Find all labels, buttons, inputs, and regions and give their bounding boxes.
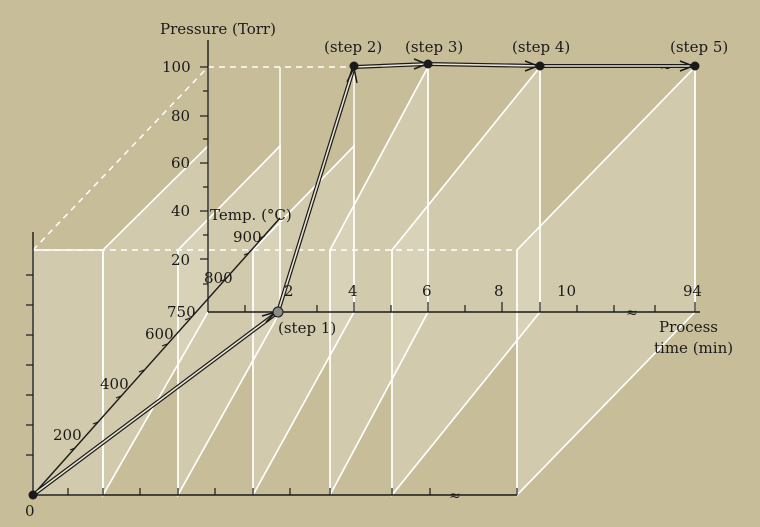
temperature-tick-label: 750 — [167, 303, 196, 321]
step1-label: (step 1) — [278, 319, 336, 337]
step4-point — [535, 61, 545, 71]
pressure-tick-label: 80 — [171, 107, 190, 125]
vertical-edges — [102, 67, 696, 495]
step5-label: (step 5) — [670, 38, 728, 56]
step1-point — [272, 306, 284, 318]
origin-point — [28, 490, 38, 500]
time-tick-label: 94 — [683, 282, 702, 300]
pressure-tick-label: 60 — [171, 154, 190, 172]
temperature-tick-label: 800 — [204, 269, 233, 287]
time-tick-label: 2 — [284, 282, 294, 300]
temperature-axis-label: Temp. (°C) — [210, 206, 292, 224]
pressure-tick-label: 20 — [171, 251, 190, 269]
dashed-edges — [32, 66, 517, 251]
time-tick-label: 6 — [422, 282, 432, 300]
time-axis-label-line1: Process — [659, 318, 718, 336]
temperature-tick-label: 600 — [145, 325, 174, 343]
origin-label: 0 — [25, 502, 35, 520]
pressure-tick-label: 100 — [162, 58, 191, 76]
temperature-tick-label: 900 — [233, 228, 262, 246]
bottom-ticks — [67, 488, 518, 495]
temperature-ticks — [69, 235, 266, 451]
time-axis-break: ≈ — [626, 305, 638, 321]
step2-point — [349, 61, 359, 71]
front-ticks — [26, 274, 33, 456]
time-tick-label: 10 — [557, 282, 576, 300]
step3-point — [423, 59, 433, 69]
step5-point — [690, 61, 700, 71]
time-axis-label-line2: time (min) — [654, 339, 733, 357]
temperature-tick-label: 400 — [100, 375, 129, 393]
time-tick-label: 4 — [348, 282, 358, 300]
step3-label: (step 3) — [405, 38, 463, 56]
time-tick-label: 8 — [494, 282, 504, 300]
temperature-tick-label: 200 — [53, 426, 82, 444]
bottom-axis-break: ≈ — [449, 488, 461, 504]
plane-6 — [516, 65, 696, 497]
pressure-tick-label: 40 — [171, 202, 190, 220]
step2-label: (step 2) — [324, 38, 382, 56]
pressure-axis-label: Pressure (Torr) — [160, 20, 276, 38]
plane-group — [32, 64, 696, 498]
plane-front — [32, 249, 104, 496]
step4-label: (step 4) — [512, 38, 570, 56]
pressure-ticks — [200, 66, 208, 285]
